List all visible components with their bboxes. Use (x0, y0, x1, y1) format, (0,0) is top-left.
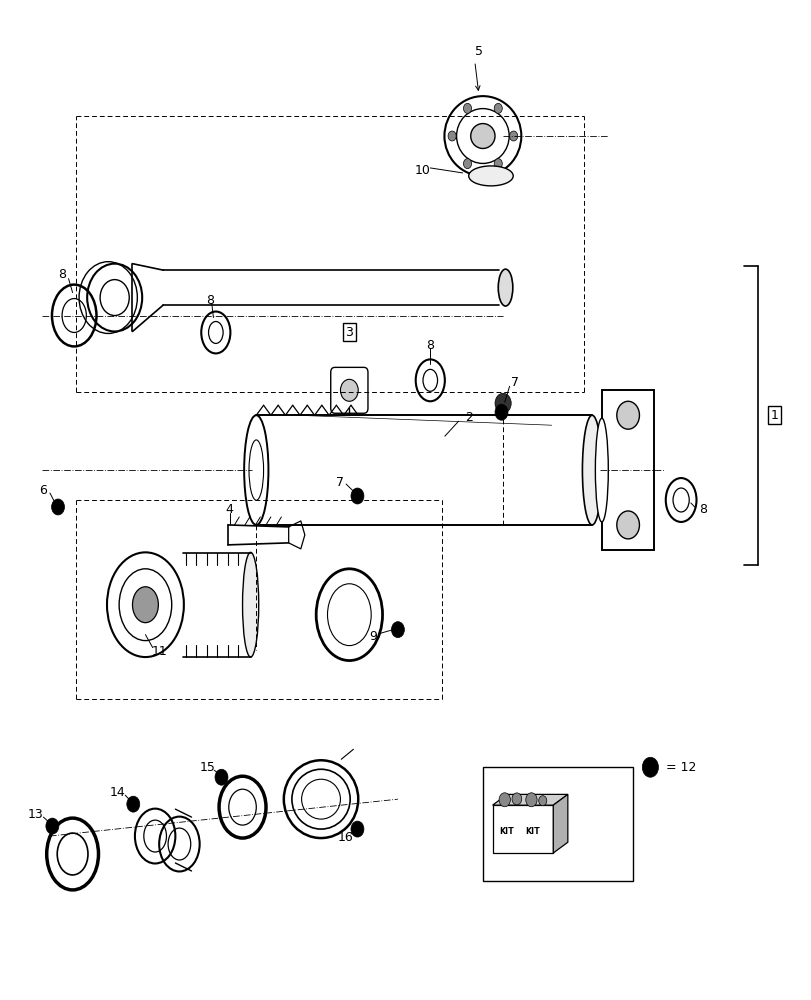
Circle shape (512, 793, 521, 805)
Text: 8: 8 (206, 294, 214, 307)
Circle shape (499, 793, 510, 807)
Text: 5: 5 (474, 45, 483, 58)
Ellipse shape (444, 96, 521, 176)
Text: 16: 16 (337, 831, 353, 844)
Circle shape (350, 488, 363, 504)
Circle shape (509, 131, 517, 141)
Polygon shape (552, 794, 567, 853)
Ellipse shape (581, 415, 601, 525)
Circle shape (448, 131, 456, 141)
Text: 10: 10 (414, 164, 430, 177)
Circle shape (350, 821, 363, 837)
Text: 11: 11 (151, 645, 167, 658)
Ellipse shape (242, 552, 259, 657)
Text: 9: 9 (369, 630, 377, 643)
Circle shape (495, 404, 508, 420)
Ellipse shape (498, 269, 513, 306)
Circle shape (494, 103, 502, 113)
Circle shape (538, 796, 546, 806)
Circle shape (495, 393, 511, 413)
Ellipse shape (456, 109, 508, 163)
Text: 7: 7 (335, 476, 343, 489)
Text: 13: 13 (28, 808, 43, 821)
FancyBboxPatch shape (601, 390, 654, 550)
Ellipse shape (87, 264, 142, 331)
Ellipse shape (249, 440, 264, 500)
Circle shape (215, 769, 228, 785)
Circle shape (391, 622, 404, 638)
Text: 8: 8 (58, 268, 66, 281)
Text: 8: 8 (426, 339, 434, 352)
Circle shape (463, 103, 471, 113)
Ellipse shape (119, 569, 171, 641)
Text: 2: 2 (465, 411, 473, 424)
Ellipse shape (594, 418, 607, 522)
Text: 3: 3 (345, 326, 353, 339)
Ellipse shape (616, 401, 639, 429)
Circle shape (46, 818, 58, 834)
Text: 6: 6 (40, 484, 47, 497)
Circle shape (642, 757, 658, 777)
Circle shape (51, 499, 64, 515)
Text: 7: 7 (511, 376, 518, 389)
Text: 15: 15 (200, 761, 216, 774)
Circle shape (463, 159, 471, 169)
Polygon shape (492, 794, 567, 805)
Text: 4: 4 (225, 503, 234, 516)
Ellipse shape (244, 415, 268, 525)
Circle shape (525, 793, 536, 807)
Ellipse shape (132, 587, 158, 623)
Polygon shape (492, 805, 552, 853)
FancyBboxPatch shape (483, 767, 632, 881)
Circle shape (127, 796, 139, 812)
Text: 14: 14 (109, 786, 125, 799)
Text: 1: 1 (770, 409, 777, 422)
Ellipse shape (616, 511, 639, 539)
Ellipse shape (107, 552, 183, 657)
Ellipse shape (470, 124, 495, 148)
Circle shape (494, 159, 502, 169)
Ellipse shape (100, 280, 129, 316)
Ellipse shape (468, 166, 513, 186)
FancyBboxPatch shape (330, 367, 367, 413)
Text: KIT: KIT (499, 827, 513, 836)
Text: KIT: KIT (524, 827, 539, 836)
Text: = 12: = 12 (665, 761, 696, 774)
Ellipse shape (340, 379, 358, 401)
Text: 8: 8 (698, 503, 706, 516)
